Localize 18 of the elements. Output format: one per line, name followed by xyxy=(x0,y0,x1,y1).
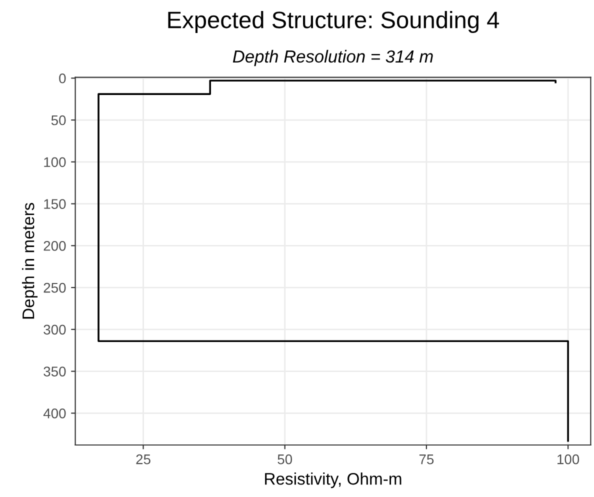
chart-title: Expected Structure: Sounding 4 xyxy=(168,10,500,34)
line-series xyxy=(98,80,569,442)
x-axis-title: Resistivity, Ohm-m xyxy=(265,472,402,488)
chart-subtitle: Depth Resolution = 314 m xyxy=(232,50,433,66)
y-tick-label: 400 xyxy=(43,408,66,418)
y-axis-title: Depth in meters xyxy=(22,202,38,319)
y-tick-label: 50 xyxy=(51,115,66,126)
x-tick-label: 100 xyxy=(558,454,580,464)
y-tick-label: 100 xyxy=(44,157,66,168)
y-tick-label: 350 xyxy=(44,366,66,376)
x-tick-label: 25 xyxy=(136,454,150,464)
y-tick-label: 200 xyxy=(44,240,66,251)
x-tick-label: 75 xyxy=(419,454,434,464)
y-tick-label: 250 xyxy=(44,282,66,293)
y-tick-label: 0 xyxy=(59,73,66,84)
y-tick-label: 300 xyxy=(44,324,66,335)
y-tick-label: 150 xyxy=(44,199,66,209)
x-tick-label: 50 xyxy=(278,454,292,464)
